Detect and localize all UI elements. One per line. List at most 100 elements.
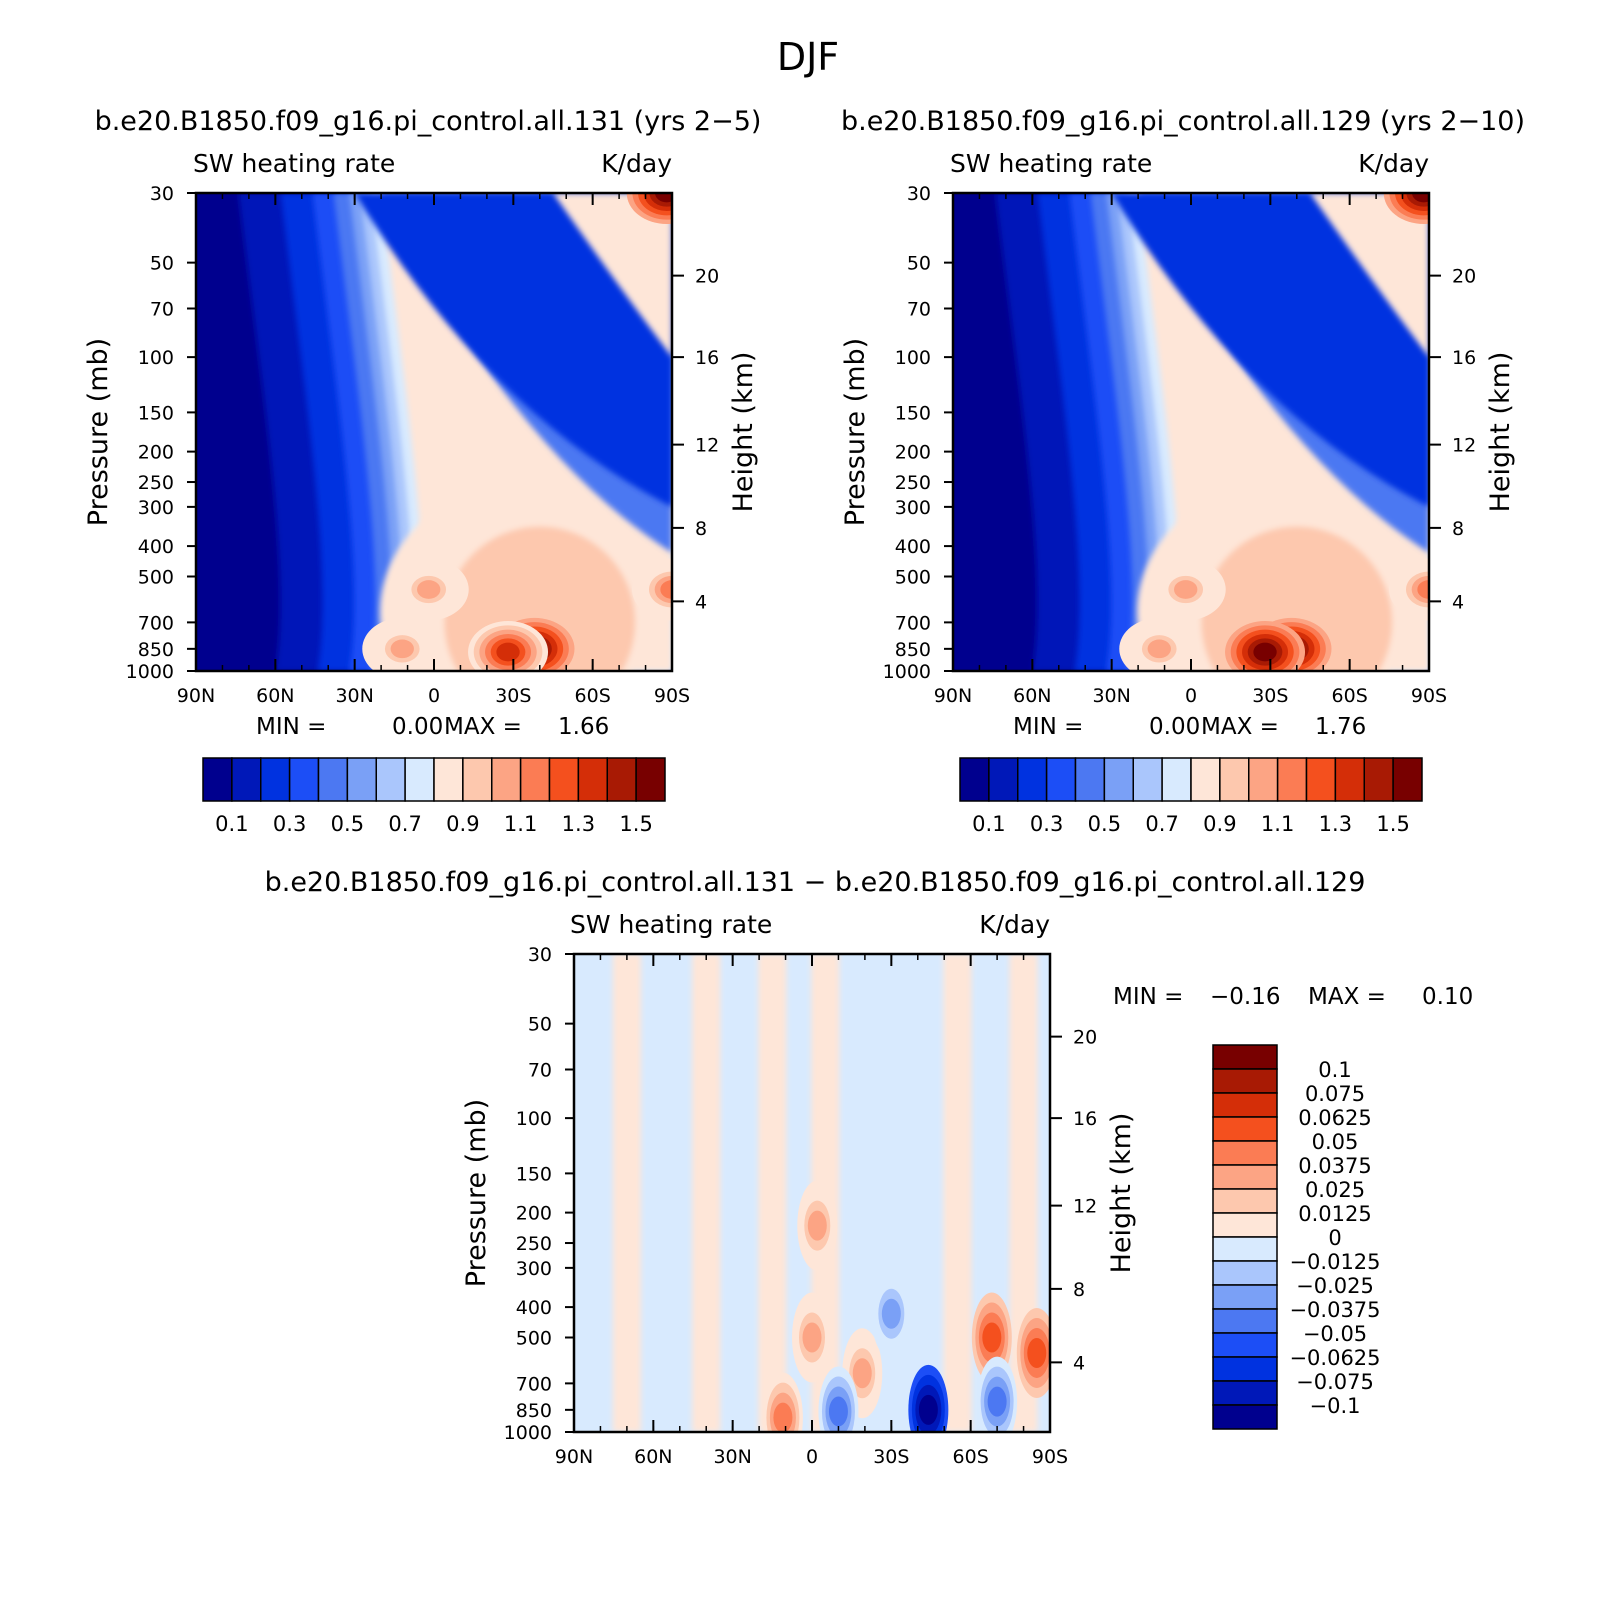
colorbar-label: 0.7	[1145, 812, 1178, 836]
panel-difference: b.e20.B1850.f09_g16.pi_control.all.131 −…	[265, 867, 1474, 1468]
x-tick-label: 30S	[1252, 685, 1288, 707]
stats-line: MIN = 0.00 MAX = 1.66	[256, 714, 609, 740]
x-tick-label: 90N	[555, 1446, 593, 1468]
max-label: MAX =	[444, 714, 522, 740]
colorbar-box	[1161, 757, 1192, 802]
y-tick-label: 850	[895, 639, 931, 661]
colorbar-box	[317, 757, 349, 802]
colorbar-label: 1.1	[504, 812, 537, 836]
stats-line: MIN = −0.16 MAX = 0.10	[1113, 984, 1473, 1010]
y-tick-label: 50	[907, 253, 931, 275]
contour-feature	[1147, 639, 1171, 659]
y-tick-label: 300	[138, 497, 174, 519]
y2-tick-label: 8	[695, 518, 707, 540]
colorbar-box	[375, 757, 406, 802]
colorbar-box	[1212, 1116, 1278, 1142]
colorbar-box	[231, 757, 262, 802]
colorbar-label: 0.075	[1305, 1082, 1365, 1106]
colorbar-box	[1212, 1140, 1278, 1166]
colorbar-box	[577, 757, 608, 802]
y-tick-label: 50	[528, 1014, 552, 1036]
y-tick-label: 150	[138, 402, 174, 424]
x-tick-label: 60S	[575, 685, 611, 707]
contour-feature	[1253, 642, 1277, 662]
colorbar-label: −0.0375	[1289, 1298, 1380, 1322]
y-tick-label: 400	[138, 536, 174, 558]
colorbar-label: 0.1	[972, 812, 1005, 836]
colorbar-box	[1212, 1236, 1278, 1262]
colorbar-box	[1212, 1308, 1278, 1334]
y-tick-label: 400	[895, 536, 931, 558]
colorbar-label: 0.3	[1030, 812, 1063, 836]
contour-feature	[660, 580, 672, 599]
x-tick-label: 30S	[873, 1446, 909, 1468]
colorbar-box	[606, 757, 637, 802]
max-value: 1.76	[1315, 714, 1366, 740]
y2-tick-label: 12	[1452, 435, 1476, 457]
y2-tick-label: 12	[1073, 1196, 1097, 1218]
colorbar-box	[1212, 1404, 1278, 1430]
colorbar-box	[288, 757, 320, 802]
colorbar-label: 0.0375	[1298, 1154, 1371, 1178]
y-tick-label: 250	[516, 1233, 552, 1255]
colorbar-box	[1045, 757, 1077, 802]
colorbar-box	[1334, 757, 1365, 802]
colorbar-box	[1103, 757, 1134, 802]
contour-feature	[881, 1298, 901, 1329]
x-tick-label: 90S	[1032, 1446, 1068, 1468]
contour-feature	[1174, 580, 1198, 599]
plot-area: 90N 60N 30N 0 30S 60S 90S 30 50 70 100 150 200 250 300…	[504, 944, 1098, 1468]
colorbar-label: 1.1	[1261, 812, 1294, 836]
colorbar-label: 0.1	[1318, 1058, 1351, 1082]
y-tick-label: 1000	[126, 661, 174, 683]
y-tick-label: 1000	[883, 661, 931, 683]
contour-field	[196, 193, 672, 671]
contour-feature	[1027, 1337, 1047, 1368]
colorbar-box	[1212, 1380, 1278, 1406]
colorbar-box	[988, 757, 1019, 802]
colorbar-label: 0.5	[331, 812, 364, 836]
y2-tick-label: 20	[1452, 266, 1476, 288]
colorbar-box	[1212, 1092, 1278, 1118]
units-label: K/day	[1358, 149, 1429, 178]
colorbar-box	[1212, 1356, 1278, 1382]
y-tick-label: 500	[895, 567, 931, 589]
y-tick-label: 30	[150, 183, 174, 205]
y-tick-label: 1000	[504, 1422, 552, 1444]
x-tick-label: 30N	[713, 1446, 751, 1468]
contour-feature	[918, 1394, 938, 1425]
colorbar-box	[462, 757, 493, 802]
y2-tick-label: 4	[1452, 591, 1464, 613]
figure-title: DJF	[777, 35, 839, 79]
contour-feature	[655, 193, 672, 203]
y2-tick-label: 16	[1452, 347, 1476, 369]
colorbar-box	[635, 757, 666, 802]
y-tick-label: 150	[516, 1163, 552, 1185]
colorbar-box	[1392, 757, 1423, 802]
y-tick-label: 700	[895, 612, 931, 634]
colorbar-box	[1190, 757, 1221, 802]
x-tick-label: 60N	[634, 1446, 672, 1468]
y2-tick-label: 16	[1073, 1108, 1097, 1130]
colorbar-box	[202, 757, 233, 802]
y-tick-label: 300	[895, 497, 931, 519]
units-label: K/day	[601, 149, 672, 178]
x-tick-label: 30S	[495, 685, 531, 707]
x-tick-label: 30N	[1092, 685, 1130, 707]
min-value: 0.00	[1149, 714, 1200, 740]
y-tick-label: 250	[138, 472, 174, 494]
y2-tick-label: 20	[1073, 1027, 1097, 1049]
colorbar-label: −0.025	[1296, 1274, 1374, 1298]
colorbar-label: 0.0125	[1298, 1202, 1371, 1226]
y-axis-label: Pressure (mb)	[83, 338, 114, 526]
colorbar-box	[491, 757, 522, 802]
colorbar-label: 1.5	[619, 812, 652, 836]
x-tick-label: 60N	[256, 685, 294, 707]
y-tick-label: 500	[138, 567, 174, 589]
plot-area: 90N 60N 30N 0 30S 60S 90S 30 50 70 100 150 200 250 300…	[126, 183, 720, 707]
colorbar-box	[1212, 1212, 1278, 1238]
x-tick-label: 60N	[1013, 685, 1051, 707]
y2-tick-label: 8	[1452, 518, 1464, 540]
colorbar-box	[433, 757, 464, 802]
max-label: MAX =	[1308, 984, 1386, 1010]
